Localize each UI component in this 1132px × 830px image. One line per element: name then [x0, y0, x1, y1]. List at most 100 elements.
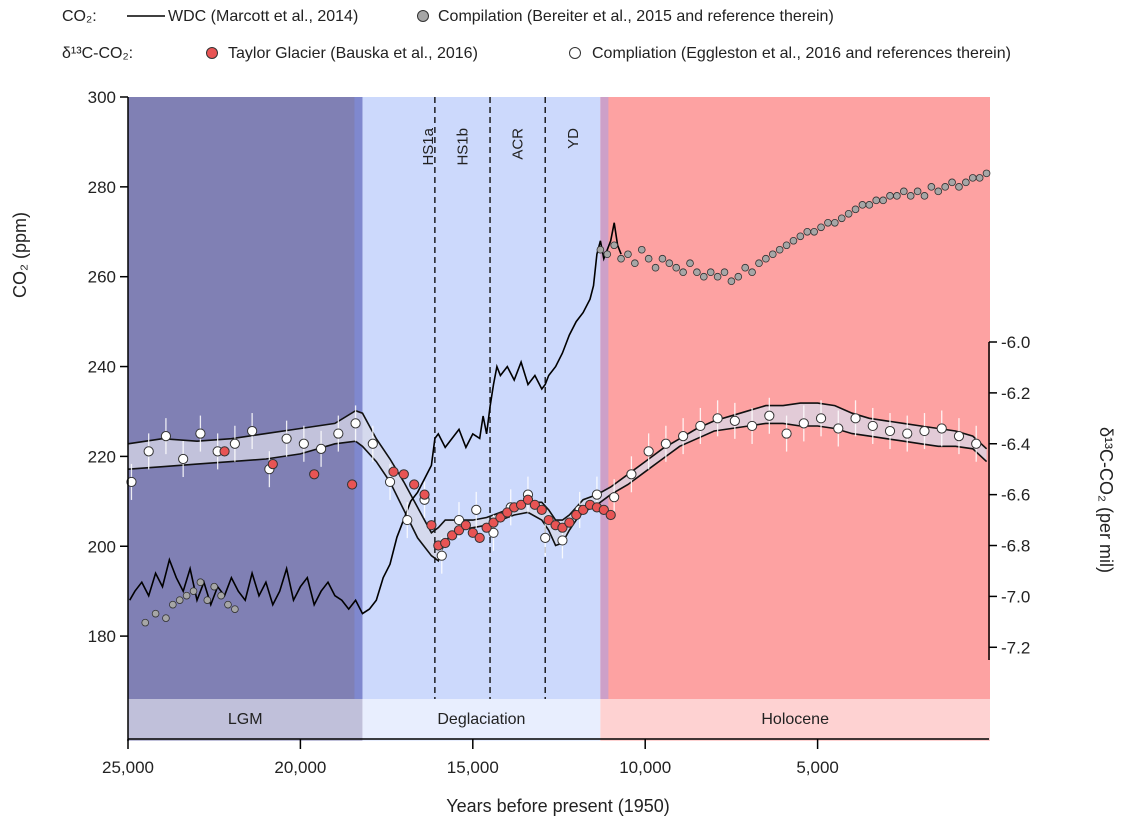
point-compilation-co2	[224, 600, 232, 609]
point-compilation-co2	[596, 245, 605, 254]
point-compilation-co2	[693, 268, 701, 277]
point-compilation-co2	[886, 192, 894, 200]
point-compilation-d13c	[195, 428, 206, 439]
point-taylor-glacier	[347, 479, 358, 490]
point-compilation-co2	[748, 268, 756, 277]
legend-marker-gray-circle	[417, 10, 429, 22]
point-compilation-co2	[182, 591, 191, 600]
point-compilation-co2	[817, 223, 825, 232]
y-left-axis-title: CO₂ (ppm)	[10, 212, 30, 298]
y-right-tick-label: -6.4	[1001, 435, 1030, 454]
point-compilation-co2	[169, 600, 177, 609]
point-compilation-d13c	[160, 431, 172, 442]
legend-row-co2: CO₂: WDC (Marcott et al., 2014) Compilat…	[62, 8, 834, 25]
point-taylor-glacier	[474, 532, 485, 543]
point-compilation-co2	[624, 250, 632, 259]
point-taylor-glacier	[529, 499, 540, 510]
point-compilation-d13c	[936, 423, 947, 434]
point-compilation-co2	[713, 272, 722, 281]
point-compilation-co2	[775, 245, 784, 254]
envelope-upper-line	[127, 402, 988, 534]
point-compilation-d13c	[815, 413, 827, 424]
point-compilation-d13c	[436, 550, 447, 561]
axes: 180 200 220 240 260 280 300 -6.0 -6.2 -6.4 -6.6 -6.…	[10, 88, 1116, 816]
point-taylor-glacier	[605, 509, 616, 521]
point-compilation-d13c	[746, 420, 758, 432]
x-tick-label: 25,000	[102, 758, 154, 777]
legend-label-wdc: WDC (Marcott et al., 2014)	[168, 8, 358, 25]
point-compilation-d13c	[591, 489, 603, 500]
period-transition-lgm	[354, 97, 363, 699]
point-compilation-co2	[982, 169, 991, 178]
point-compilation-co2	[162, 614, 170, 622]
point-compilation-co2	[637, 245, 646, 254]
y-right-tick-label: -6.0	[1001, 333, 1030, 352]
period-transition-holocene	[600, 97, 609, 699]
point-compilation-co2	[906, 192, 915, 200]
point-taylor-glacier	[398, 469, 409, 480]
y-right-tick-label: -7.0	[1001, 587, 1030, 606]
event-label-acr: ACR	[510, 128, 527, 160]
point-compilation-co2	[700, 272, 708, 281]
point-taylor-glacier	[543, 514, 554, 526]
point-compilation-d13c	[695, 420, 706, 432]
point-compilation-d13c	[643, 446, 654, 457]
point-compilation-co2	[651, 263, 660, 272]
point-compilation-co2	[603, 250, 612, 259]
point-compilation-co2	[189, 587, 198, 595]
point-compilation-d13c	[333, 428, 344, 439]
point-compilation-co2	[755, 259, 763, 268]
point-compilation-co2	[899, 187, 908, 196]
point-compilation-co2	[975, 174, 984, 182]
point-compilation-co2	[920, 192, 929, 200]
point-taylor-glacier	[557, 522, 568, 533]
point-compilation-co2	[727, 277, 736, 285]
point-compilation-co2	[934, 187, 943, 196]
y-right-tick-label: -6.6	[1001, 486, 1030, 505]
y-right-tick-label: -7.2	[1001, 638, 1030, 657]
point-taylor-glacier	[502, 507, 513, 518]
period-bands: LGM Deglaciation Holocene	[128, 699, 990, 741]
point-compilation-co2	[658, 254, 667, 263]
point-taylor-glacier	[453, 525, 465, 536]
point-compilation-d13c	[471, 504, 482, 516]
point-compilation-d13c	[884, 425, 896, 437]
point-taylor-glacier	[536, 504, 547, 516]
period-band-holocene	[600, 699, 990, 741]
point-taylor-glacier	[426, 520, 437, 531]
x-tick-label: 20,000	[274, 758, 326, 777]
y-right-tick-label: -6.2	[1001, 384, 1030, 403]
y-left-tick-label: 260	[88, 268, 116, 287]
point-compilation-co2	[175, 596, 184, 604]
point-compilation-co2	[734, 272, 743, 281]
period-bg-lgm	[128, 97, 363, 699]
point-compilation-co2	[810, 227, 818, 236]
point-taylor-glacier	[522, 494, 534, 505]
point-compilation-co2	[872, 196, 881, 205]
point-compilation-co2	[941, 183, 949, 191]
point-taylor-glacier	[515, 499, 527, 510]
point-compilation-co2	[927, 183, 936, 191]
x-tick-label: 15,000	[447, 758, 499, 777]
period-label-lgm: LGM	[228, 711, 263, 728]
point-compilation-co2	[968, 174, 977, 182]
point-compilation-co2	[858, 201, 867, 209]
point-compilation-co2	[768, 250, 777, 259]
point-compilation-d13c	[919, 425, 930, 437]
point-compilation-d13c	[867, 420, 878, 432]
point-compilation-co2	[151, 609, 160, 618]
point-compilation-co2	[844, 210, 853, 218]
point-compilation-co2	[210, 582, 219, 591]
point-compilation-co2	[948, 178, 956, 187]
point-compilation-d13c	[781, 428, 792, 439]
point-compilation-d13c	[178, 453, 189, 465]
point-compilation-co2	[893, 192, 901, 200]
point-taylor-glacier	[495, 512, 506, 523]
period-bg-deglaciation	[362, 97, 601, 699]
y-right-tick-label: -6.8	[1001, 537, 1030, 556]
point-compilation-d13c	[953, 431, 965, 442]
point-compilation-d13c	[660, 438, 671, 449]
period-band-deglaciation	[362, 699, 601, 741]
point-compilation-d13c	[315, 443, 327, 454]
legend-group-co2: CO₂:	[62, 8, 97, 25]
